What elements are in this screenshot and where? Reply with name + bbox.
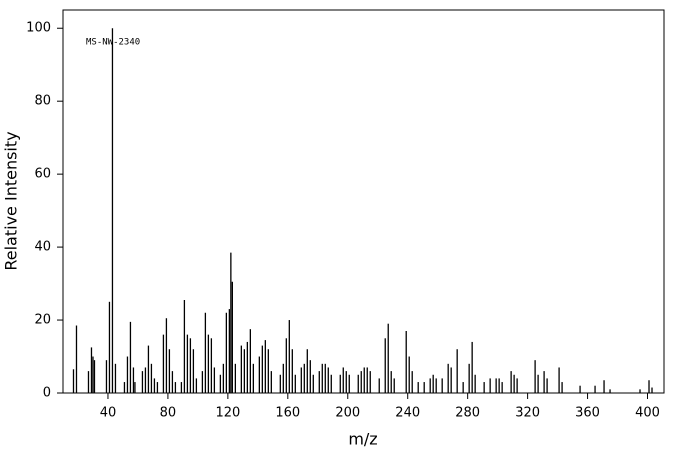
x-tick-label: 40	[100, 406, 117, 421]
x-axis-title: m/z	[348, 430, 377, 449]
plot-frame	[62, 9, 665, 394]
x-tick-label: 80	[160, 406, 177, 421]
x-tick-label: 400	[635, 406, 660, 421]
y-tick-label: 20	[34, 313, 51, 328]
y-tick-label: 80	[34, 94, 51, 109]
y-tick-label: 100	[26, 21, 51, 36]
x-tick-label: 360	[575, 406, 600, 421]
x-tick-label: 240	[395, 406, 420, 421]
y-tick-label: 40	[34, 240, 51, 255]
x-tick-label: 160	[275, 406, 300, 421]
y-tick-label: 0	[43, 386, 51, 401]
x-tick-label: 320	[515, 406, 540, 421]
x-tick-label: 280	[455, 406, 480, 421]
y-axis-title: Relative Intensity	[2, 131, 21, 270]
x-tick-label: 120	[215, 406, 240, 421]
x-tick-label: 200	[335, 406, 360, 421]
y-tick-label: 60	[34, 167, 51, 182]
